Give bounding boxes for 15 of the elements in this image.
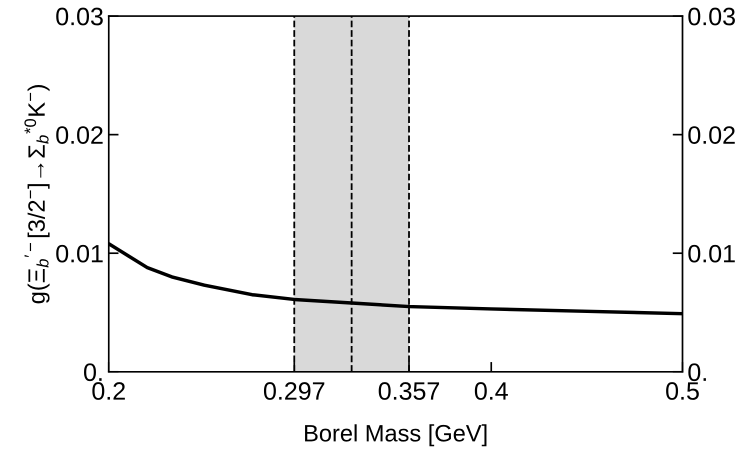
y-tick-label: 0.01 bbox=[56, 244, 103, 263]
x-axis-title: Borel Mass [GeV] bbox=[305, 424, 486, 446]
x-tick-label: 0.5 bbox=[666, 382, 699, 400]
y2-tick-label: 0.02 bbox=[688, 126, 735, 144]
y2-tick-label: 0. bbox=[688, 363, 706, 382]
x-tick-label: 0.4 bbox=[474, 382, 508, 400]
text: g(Ξ$_{b}$$^{′−}$[3/2$^{−}$]→Σ$_{b}$$^{*0}$K$^{−}$) bbox=[24, 85, 50, 304]
x-tick-label: 0.357 bbox=[378, 382, 440, 400]
y-tick-label: 0.03 bbox=[56, 8, 103, 26]
x-tick-label: 0.2 bbox=[92, 382, 125, 400]
y-tick-label: 0. bbox=[84, 363, 102, 382]
y-tick-label: 0.02 bbox=[56, 126, 103, 144]
x-tick-label: 0.297 bbox=[264, 382, 324, 400]
y2-tick-label: 0.03 bbox=[688, 8, 735, 26]
y2-tick-label: 0.01 bbox=[688, 244, 735, 263]
